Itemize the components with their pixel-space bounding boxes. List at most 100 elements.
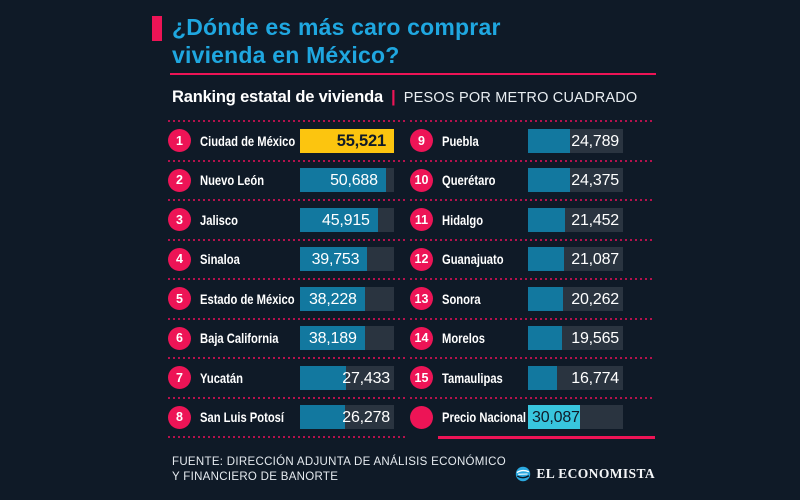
ranking-row: 7 Yucatán 27,433 <box>168 359 405 397</box>
ranking-column-right: 9 Puebla 24,789 10 Querétaro 24,375 11 Hidalgo 2… <box>410 120 655 439</box>
ranking-row: 2 Nuevo León 50,688 <box>168 162 405 200</box>
row-separator <box>168 199 405 201</box>
bar-track: 24,789 <box>528 128 623 153</box>
ranking-row: 3 Jalisco 45,915 <box>168 201 405 239</box>
national-price-rule <box>438 436 655 439</box>
bar-value: 30,087 <box>532 409 580 427</box>
bar-fill <box>300 286 365 311</box>
bar-fill <box>528 405 580 430</box>
bar-value: 26,278 <box>342 409 390 427</box>
bar-fill <box>300 168 386 193</box>
bar-fill <box>528 207 565 232</box>
el-economista-logo: EL ECONOMISTA <box>515 466 655 482</box>
bar-track: 26,278 <box>300 405 394 430</box>
state-name: Baja California <box>200 330 279 347</box>
state-name: Puebla <box>442 132 479 149</box>
bar-track: 16,774 <box>528 365 623 390</box>
bar-fill <box>300 405 345 430</box>
bar-value: 16,774 <box>571 369 619 387</box>
ranking-row: 12 Guanajuato 21,087 <box>410 241 655 279</box>
rank-badge: 7 <box>168 366 191 390</box>
state-name: Yucatán <box>200 369 243 386</box>
row-separator <box>410 238 655 241</box>
page-title-line1: ¿Dónde es más caro comprar <box>172 14 501 40</box>
row-separator <box>410 396 655 399</box>
bar-track: 19,565 <box>528 326 623 351</box>
bar-value: 21,087 <box>571 251 619 269</box>
rank-badge: 13 <box>410 287 433 311</box>
source-line2: Y FINANCIERO DE BANORTE <box>172 471 339 483</box>
state-name: Sonora <box>442 290 481 307</box>
bar-value: 39,753 <box>311 251 360 269</box>
national-price-dot <box>410 405 433 429</box>
source-note: FUENTE: DIRECCIÓN ADJUNTA DE ANÁLISIS EC… <box>172 455 506 485</box>
bar-track: 50,688 <box>300 168 394 193</box>
state-name: Guanajuato <box>442 251 504 268</box>
bar-track: 45,915 <box>300 207 394 232</box>
bar-track: 38,189 <box>300 326 394 351</box>
ranking-row: 5 Estado de México 38,228 <box>168 280 405 318</box>
bar-fill <box>528 247 565 272</box>
rank-badge: 14 <box>410 326 433 350</box>
bar-fill <box>528 286 563 311</box>
subtitle-divider: | <box>391 87 396 106</box>
state-name: Tamaulipas <box>442 369 503 386</box>
bar-fill <box>300 326 365 351</box>
ranking-row: 11 Hidalgo 21,452 <box>410 201 655 239</box>
state-name: Ciudad de México <box>200 132 296 149</box>
rank-badge: 11 <box>410 208 433 232</box>
row-separator <box>410 278 655 280</box>
row-separator <box>410 357 655 359</box>
bar-fill <box>528 365 557 390</box>
bar-value: 24,375 <box>571 172 619 190</box>
state-name: Querétaro <box>442 172 496 189</box>
title-accent-block <box>152 16 162 41</box>
rank-badge: 5 <box>168 287 191 311</box>
rank-badge: 10 <box>410 168 433 192</box>
bar-track: 24,375 <box>528 168 623 193</box>
row-separator <box>168 317 405 320</box>
subtitle-unit-label: PESOS POR METRO CUADRADO <box>403 90 638 106</box>
bar-track: 55,521 <box>300 128 394 153</box>
bar-track: 38,228 <box>300 286 394 311</box>
rank-badge: 1 <box>168 129 191 153</box>
ranking-row: 8 San Luis Potosí 26,278 <box>168 399 405 437</box>
row-separator <box>168 396 405 399</box>
bar-track: 21,452 <box>528 207 623 232</box>
state-name: Hidalgo <box>442 211 484 228</box>
el-economista-wordmark: EL ECONOMISTA <box>536 466 655 481</box>
ranking-row: 15 Tamaulipas 16,774 <box>410 359 655 397</box>
bar-fill <box>300 365 347 390</box>
column-top-separator <box>410 120 655 122</box>
row-separator <box>168 278 405 280</box>
row-separator <box>410 317 655 320</box>
state-name: Nuevo León <box>200 172 265 189</box>
state-name: San Luis Potosí <box>200 409 285 426</box>
ranking-row: Precio Nacional 30,087 <box>410 399 655 437</box>
bar-fill <box>300 128 394 153</box>
bar-value: 38,189 <box>308 330 357 348</box>
bar-value: 50,688 <box>330 172 378 190</box>
state-name: Estado de México <box>200 290 295 307</box>
bar-fill <box>528 128 571 153</box>
ranking-column-left: 1 Ciudad de México 55,521 2 Nuevo León 50,688… <box>168 120 405 438</box>
bar-track: 20,262 <box>528 286 623 311</box>
rank-badge: 8 <box>168 405 191 429</box>
bar-fill <box>528 326 562 351</box>
row-separator <box>410 199 655 201</box>
rank-badge: 2 <box>168 168 191 192</box>
row-separator <box>168 357 405 359</box>
chart-subtitle: Ranking estatal de vivienda | PESOS POR … <box>172 87 637 107</box>
bar-value: 45,915 <box>322 211 370 229</box>
ranking-row: 13 Sonora 20,262 <box>410 280 655 318</box>
rank-badge: 3 <box>168 208 191 232</box>
page-title: ¿Dónde es más caro comprar vivienda en M… <box>172 13 501 69</box>
ranking-row: 10 Querétaro 24,375 <box>410 162 655 200</box>
bar-track: 27,433 <box>300 365 394 390</box>
bar-value: 27,433 <box>342 369 390 387</box>
row-separator <box>410 159 655 162</box>
column-top-separator <box>168 120 405 122</box>
state-name: Jalisco <box>200 211 238 228</box>
source-line1: FUENTE: DIRECCIÓN ADJUNTA DE ANÁLISIS EC… <box>172 456 507 468</box>
ranking-row: 14 Morelos 19,565 <box>410 320 655 358</box>
